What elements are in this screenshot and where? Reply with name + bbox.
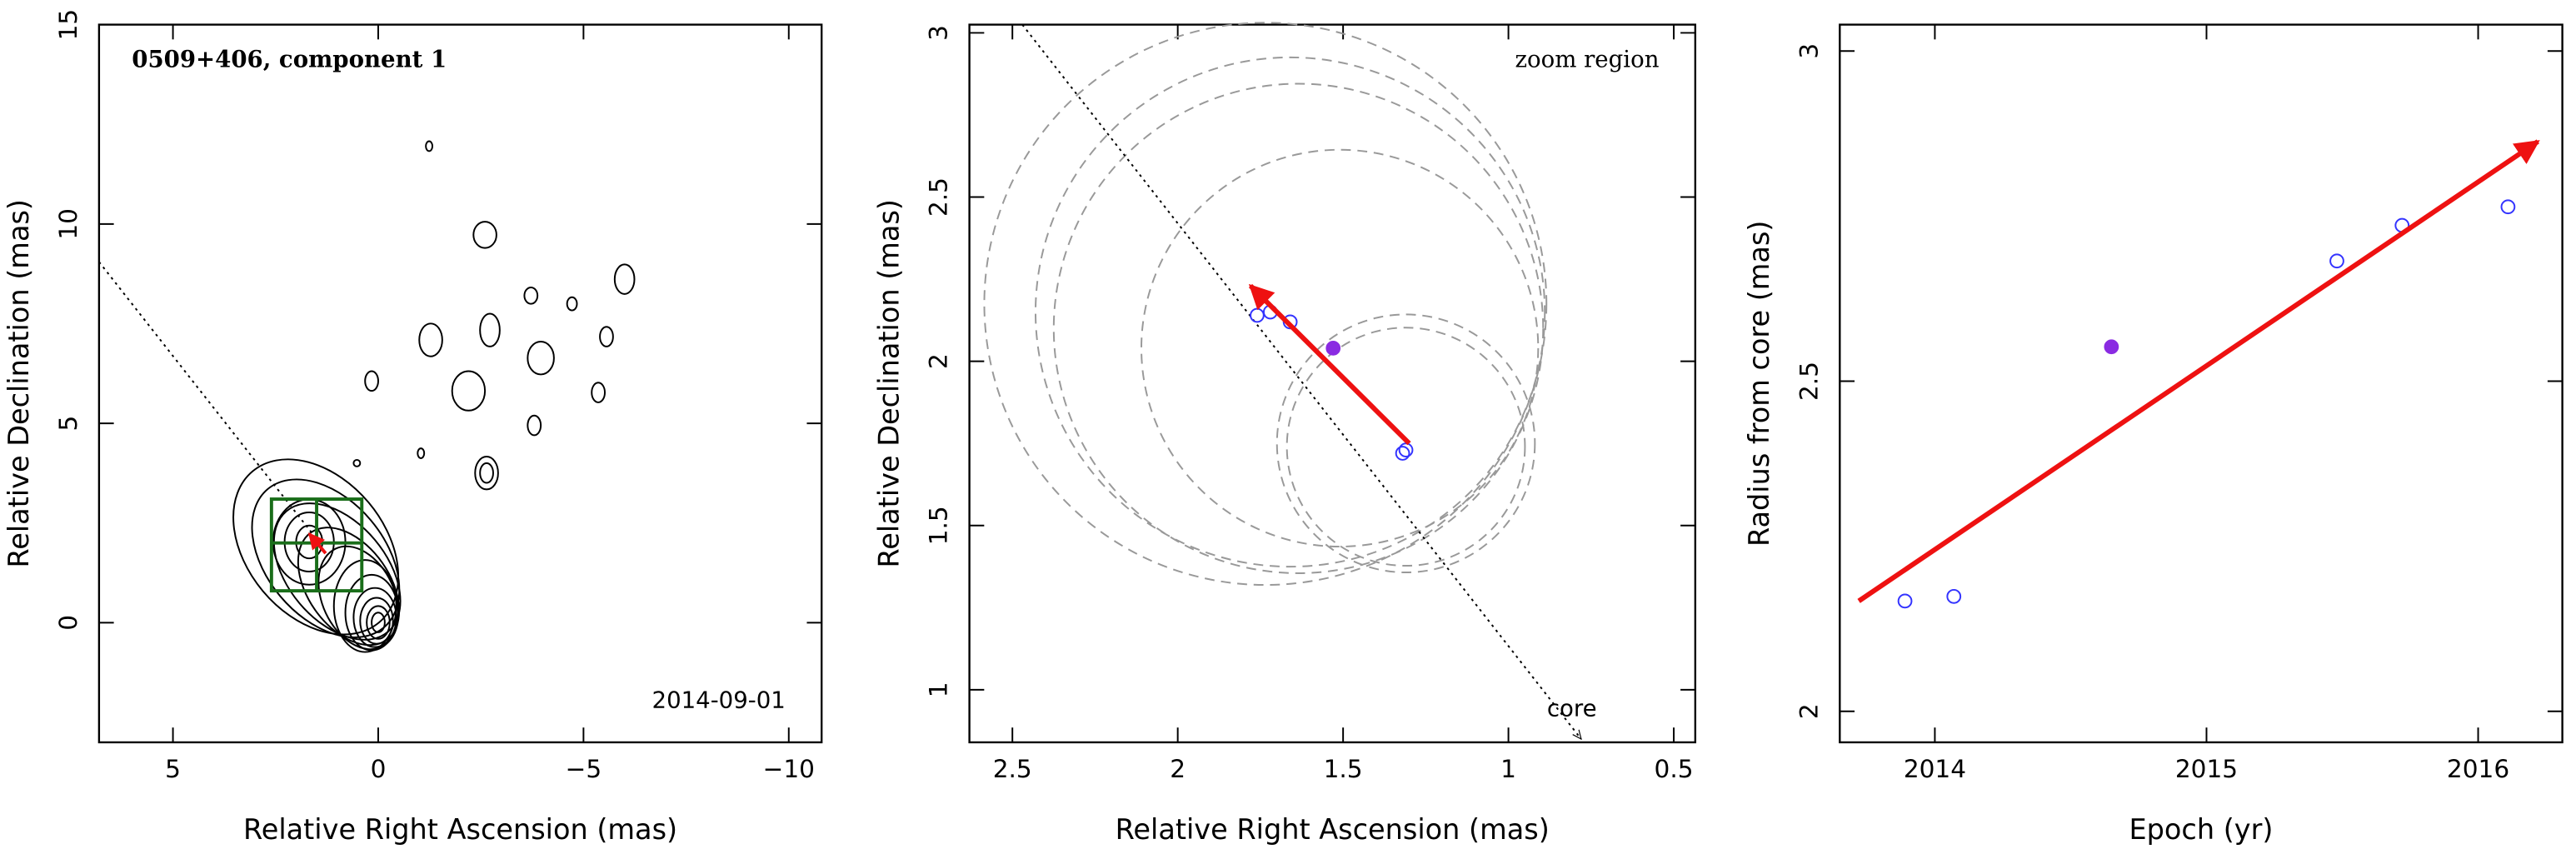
data-point (1395, 446, 1410, 461)
y-tick-label: 2.5 (925, 177, 953, 217)
error-circle (1276, 313, 1536, 573)
y-tick-label: 2 (1795, 703, 1823, 719)
data-point (2104, 339, 2119, 355)
y-tick-label: 3 (925, 25, 953, 41)
data-point (1398, 442, 1414, 457)
x-tick-label: 5 (165, 755, 181, 783)
y-axis-label: Relative Declination (mas) (872, 199, 905, 568)
plot-frame (968, 23, 1697, 744)
data-point (2329, 253, 2344, 269)
data-point (1897, 593, 1913, 609)
x-tick-label: 2014 (1904, 755, 1966, 783)
error-circle (1286, 327, 1526, 567)
error-circle (1141, 148, 1540, 548)
x-tick-label: 1 (1500, 755, 1516, 783)
error-circle (1052, 82, 1545, 574)
data-point (1250, 307, 1265, 323)
error-circle (983, 22, 1548, 587)
y-axis-label: Relative Declination (mas) (2, 199, 35, 568)
y-tick-label: 10 (54, 208, 82, 240)
x-axis-label: Relative Right Ascension (mas) (243, 813, 677, 846)
y-tick-label: 15 (54, 9, 82, 41)
y-tick-label: 2 (925, 353, 953, 369)
x-tick-label: 2016 (2447, 755, 2509, 783)
y-axis-label: Radius from core (mas) (1743, 220, 1775, 547)
x-tick-label: −5 (566, 755, 602, 783)
y-tick-label: 0 (54, 615, 82, 631)
y-tick-label: 3 (1795, 43, 1823, 59)
y-tick-label: 5 (54, 416, 82, 432)
contours (232, 140, 636, 653)
x-tick-label: 0.5 (1655, 755, 1694, 783)
jet-direction-line (1021, 23, 1581, 739)
date-label: 2014-09-01 (652, 687, 786, 714)
x-axis-label: Relative Right Ascension (mas) (1116, 813, 1550, 846)
annotation: 0509+406, component 1 (132, 45, 447, 72)
y-tick-label: 1.5 (925, 506, 953, 545)
data-point (1946, 588, 1962, 604)
x-tick-label: −10 (763, 755, 815, 783)
y-tick-label: 1 (925, 682, 953, 697)
x-axis-label: Epoch (yr) (2129, 813, 2273, 846)
x-tick-label: 2015 (2175, 755, 2238, 783)
motion-arrow (307, 532, 327, 555)
x-tick-label: 0 (371, 755, 387, 783)
motion-arrow (1248, 283, 1411, 446)
x-tick-label: 2.5 (993, 755, 1032, 783)
data-point (2500, 199, 2516, 215)
x-tick-label: 1.5 (1324, 755, 1363, 783)
plot-frame (97, 23, 823, 744)
y-tick-label: 2.5 (1795, 362, 1823, 401)
data-point (1325, 341, 1341, 356)
x-tick-label: 2 (1170, 755, 1186, 783)
core-label: core (1547, 695, 1597, 722)
annotation: zoom region (1515, 45, 1659, 72)
error-circle (1034, 56, 1546, 568)
motion-arrow (1857, 139, 2540, 603)
plot-frame (1839, 23, 2564, 744)
jet-direction-line (98, 261, 317, 540)
